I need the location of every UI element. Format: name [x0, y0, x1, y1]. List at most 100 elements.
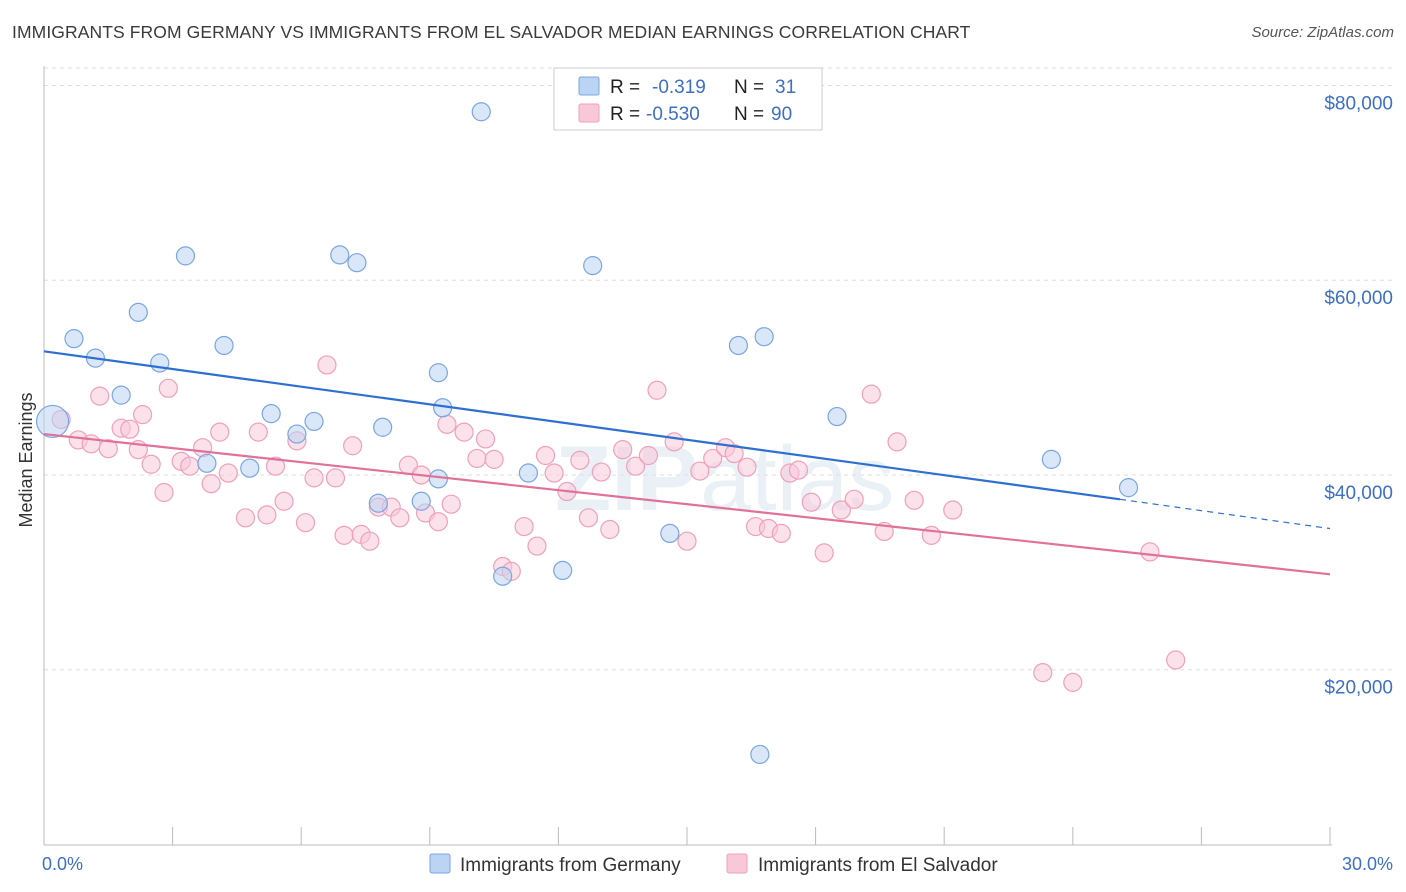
- germany-point-9: [240, 458, 260, 478]
- germany-point-31: [1041, 449, 1061, 469]
- germany-point-3: [111, 385, 131, 405]
- y-tick-label-40000: $40,000: [1324, 483, 1393, 504]
- y-tick-labels: $20,000 $40,000 $60,000 $80,000: [1324, 93, 1393, 698]
- y-tick-label-60000: $60,000: [1324, 288, 1393, 309]
- germany-point-11: [287, 424, 307, 444]
- legend-n-label-el-salvador: N =: [734, 104, 764, 125]
- germany-point-28: [750, 744, 770, 765]
- chart-title: IMMIGRANTS FROM GERMANY VS IMMIGRANTS FR…: [12, 22, 971, 42]
- trend-line-germany: [43, 350, 1121, 501]
- y-tick-label-20000: $20,000: [1324, 678, 1393, 699]
- legend-swatch-germany: [578, 76, 600, 96]
- germany-point-10: [261, 404, 281, 424]
- el-salvador-point-73: [814, 543, 834, 563]
- germany-point-0: [35, 404, 70, 439]
- legend-n-value-germany: 31: [775, 77, 796, 98]
- bottom-legend-swatch-germany: [429, 853, 451, 874]
- series-legend: Immigrants from Germany Immigrants from …: [429, 853, 998, 876]
- el-salvador-point-10: [154, 482, 174, 503]
- el-salvador-point-22: [274, 491, 294, 511]
- el-salvador-point-31: [360, 531, 380, 551]
- germany-point-7: [197, 453, 217, 473]
- el-salvador-point-52: [570, 450, 590, 470]
- el-salvador-point-18: [235, 508, 256, 528]
- germany-point-17: [411, 491, 431, 511]
- el-salvador-point-61: [677, 531, 697, 551]
- el-salvador-point-21: [265, 456, 286, 476]
- el-salvador-point-74: [831, 500, 851, 520]
- el-salvador-point-15: [201, 474, 221, 494]
- germany-point-27: [728, 335, 749, 356]
- germany-point-16: [373, 417, 393, 437]
- el-salvador-point-62: [690, 461, 710, 481]
- el-salvador-point-65: [724, 443, 744, 464]
- germany-point-29: [754, 327, 774, 347]
- germany-point-1: [64, 329, 84, 349]
- y-tick-label-80000: $80,000: [1324, 93, 1393, 114]
- germany-point-6: [175, 246, 196, 266]
- el-salvador-point-56: [613, 440, 633, 460]
- el-salvador-point-57: [625, 456, 646, 476]
- el-salvador-point-60: [664, 432, 684, 452]
- el-salvador-point-24: [295, 513, 316, 533]
- germany-point-32: [1118, 478, 1139, 498]
- el-salvador-point-83: [1063, 672, 1083, 692]
- axes: [43, 66, 1332, 846]
- el-salvador-point-38: [428, 512, 448, 532]
- germany-point-18: [428, 363, 448, 383]
- el-salvador-point-20: [257, 505, 277, 525]
- source-label: Source: ZipAtlas.com: [1251, 24, 1394, 41]
- el-salvador-point-26: [317, 355, 337, 375]
- el-salvador-point-66: [737, 457, 757, 477]
- trend-line-germany-extension: [1119, 498, 1331, 530]
- el-salvador-point-75: [844, 489, 864, 509]
- germany-point-14: [347, 253, 367, 273]
- el-salvador-point-11: [158, 378, 178, 398]
- germany-point-23: [518, 463, 538, 483]
- germany-point-24: [553, 560, 573, 581]
- el-salvador-point-27: [325, 468, 346, 488]
- germany-point-25: [583, 256, 603, 276]
- el-salvador-point-69: [771, 523, 791, 544]
- el-salvador-point-84: [1140, 542, 1160, 562]
- el-salvador-point-71: [788, 460, 809, 480]
- bottom-legend-label-germany: Immigrants from Germany: [460, 855, 681, 876]
- trend-line-el-salvador: [43, 432, 1331, 576]
- el-salvador-point-4: [98, 439, 118, 459]
- el-salvador-point-72: [801, 492, 821, 512]
- el-salvador-point-8: [132, 405, 153, 425]
- el-salvador-point-34: [390, 508, 410, 528]
- legend-r-value-el-salvador: -0.530: [646, 104, 700, 125]
- el-salvador-point-40: [441, 494, 461, 514]
- el-salvador-point-58: [638, 445, 659, 466]
- legend-n-value-el-salvador: 90: [771, 104, 792, 125]
- germany-point-30: [827, 406, 847, 427]
- germany-point-15: [368, 493, 388, 513]
- legend-swatch-el-salvador: [578, 103, 600, 123]
- el-salvador-point-9: [141, 454, 161, 474]
- trend-lines: [43, 350, 1331, 576]
- el-salvador-point-76: [861, 384, 881, 404]
- el-salvador-point-13: [180, 456, 200, 476]
- germany-point-5: [150, 353, 170, 373]
- el-salvador-point-81: [943, 500, 963, 520]
- bottom-legend-swatch-el-salvador: [726, 853, 748, 874]
- germany-point-22: [493, 566, 513, 586]
- el-salvador-point-48: [527, 536, 547, 556]
- el-salvador-point-43: [475, 429, 496, 449]
- el-salvador-point-79: [904, 490, 924, 510]
- correlation-legend: R = -0.319 N = 31 R = -0.530 N = 90: [553, 67, 823, 131]
- el-salvador-point-42: [467, 448, 487, 469]
- y-axis-title: Median Earnings: [16, 392, 36, 527]
- el-salvador-point-3: [90, 386, 110, 406]
- legend-n-label-germany: N =: [734, 77, 764, 98]
- el-salvador-point-49: [535, 445, 556, 466]
- legend-r-label-germany: R =: [610, 77, 640, 98]
- el-salvador-point-85: [1166, 650, 1186, 670]
- germany-point-8: [214, 335, 234, 356]
- bottom-legend-label-el-salvador: Immigrants from El Salvador: [758, 855, 998, 876]
- el-salvador-point-54: [591, 462, 611, 482]
- el-salvador-point-29: [343, 436, 363, 456]
- el-salvador-point-50: [544, 463, 564, 483]
